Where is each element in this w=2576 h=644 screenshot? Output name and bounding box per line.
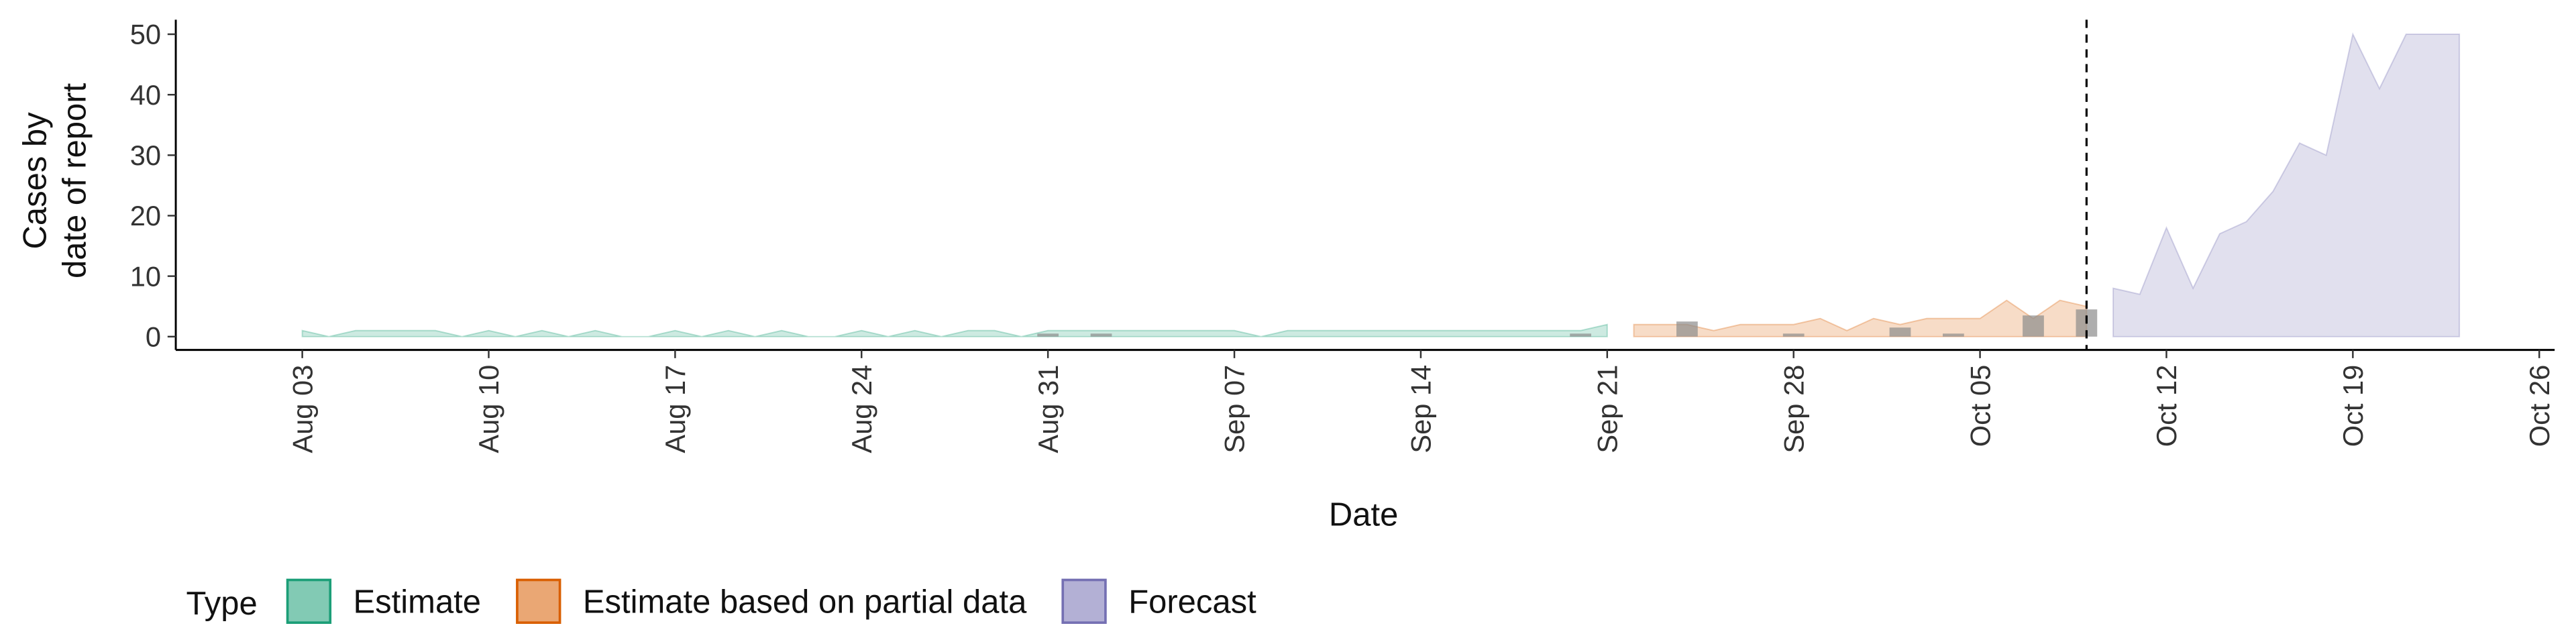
y-tick-label: 0 xyxy=(146,321,161,352)
y-tick-label: 50 xyxy=(130,19,161,50)
legend-title: Type xyxy=(186,586,258,622)
legend-label: Forecast xyxy=(1128,584,1256,620)
legend-swatch xyxy=(516,578,561,624)
bar xyxy=(1090,333,1112,337)
y-tick-label: 40 xyxy=(130,79,161,111)
x-tick-label: Oct 26 xyxy=(2524,365,2555,447)
x-tick-label: Oct 05 xyxy=(1964,365,1996,447)
legend-label: Estimate xyxy=(354,584,482,620)
x-tick-label: Aug 03 xyxy=(286,365,318,453)
y-axis-title: date of report xyxy=(56,83,93,278)
bar xyxy=(1889,327,1911,337)
x-tick-label: Aug 24 xyxy=(846,365,877,453)
bar xyxy=(1782,333,1805,337)
x-tick-label: Aug 10 xyxy=(473,365,504,453)
x-tick-label: Sep 07 xyxy=(1219,365,1250,453)
legend-swatch xyxy=(286,578,332,624)
x-tick-label: Oct 19 xyxy=(2337,365,2369,447)
bar xyxy=(2023,315,2044,337)
bar xyxy=(1676,321,1698,337)
area xyxy=(2112,32,2461,337)
x-tick-label: Aug 17 xyxy=(659,365,691,453)
x-axis-title: Date xyxy=(1329,497,1398,533)
area xyxy=(301,323,1608,337)
legend-swatch xyxy=(1061,578,1107,624)
legend-label: Estimate based on partial data xyxy=(583,584,1027,620)
area xyxy=(1633,299,2088,337)
y-tick-label: 30 xyxy=(130,140,161,171)
y-tick-label: 20 xyxy=(130,200,161,231)
bar xyxy=(1037,333,1059,337)
bar xyxy=(1943,333,1964,337)
x-tick-label: Sep 28 xyxy=(1778,365,1809,453)
x-tick-label: Oct 12 xyxy=(2151,365,2182,447)
y-axis-title: Cases by xyxy=(17,112,54,250)
bar xyxy=(1570,333,1591,337)
y-tick-label: 10 xyxy=(130,260,161,292)
x-tick-label: Sep 21 xyxy=(1592,365,1623,453)
x-tick-label: Aug 31 xyxy=(1032,365,1064,453)
x-tick-label: Sep 14 xyxy=(1405,365,1437,453)
